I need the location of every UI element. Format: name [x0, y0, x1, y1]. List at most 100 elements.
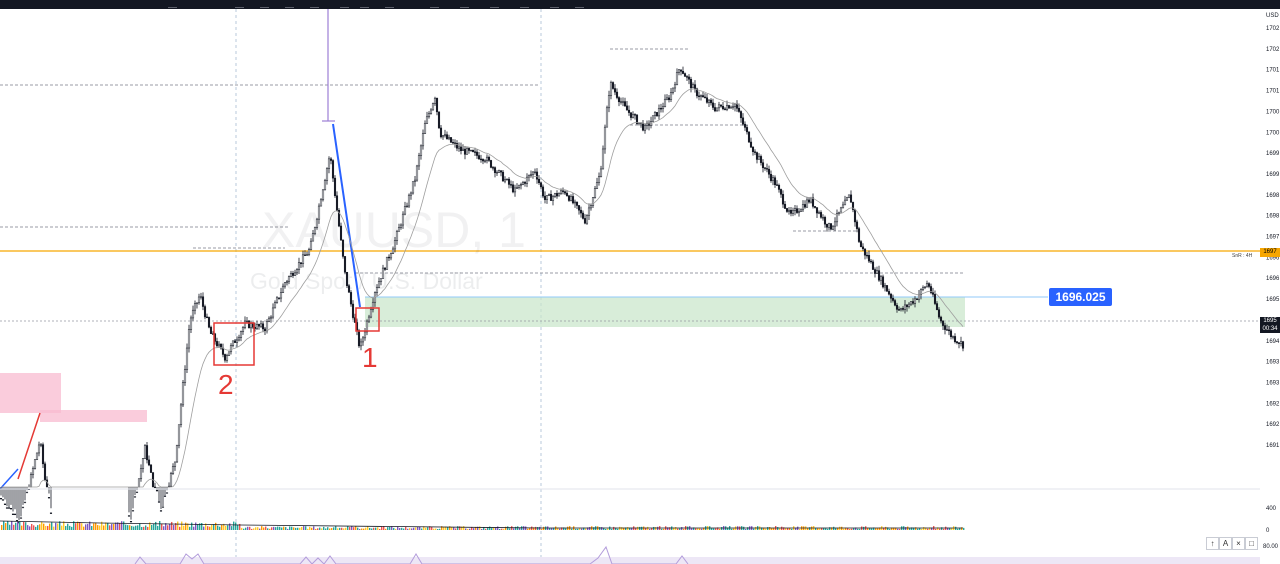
price-axis[interactable]: USD 1702 1702 1701 1701 1700 1700 1699 1699 1698 1…	[1263, 13, 1280, 550]
candle-body	[551, 196, 555, 201]
current-price-tag: 1696.025	[1049, 288, 1112, 306]
candle-body	[915, 298, 919, 300]
candle-body	[631, 114, 635, 118]
candle-body	[545, 195, 549, 200]
volume-bar	[403, 528, 405, 530]
volume-bar	[83, 526, 85, 530]
volume-bar	[543, 526, 545, 530]
volume-bar	[593, 527, 595, 530]
volume-bar	[461, 526, 463, 530]
candle-body	[225, 355, 229, 361]
candle-body	[23, 501, 27, 504]
candle-body	[533, 171, 537, 174]
volume-bar	[639, 526, 641, 530]
candle-body	[861, 246, 865, 250]
volume-bar	[335, 526, 337, 530]
candle-body	[443, 134, 447, 136]
candle-body	[9, 508, 13, 510]
volume-bar	[697, 528, 699, 530]
volume-bar	[435, 528, 437, 530]
toolbar-tool-icon[interactable]	[260, 1, 269, 8]
candle-body	[527, 174, 531, 178]
volume-bar	[565, 528, 567, 530]
toolbar-tool-icon[interactable]	[550, 1, 559, 8]
toolbar-tool-icon[interactable]	[235, 1, 244, 8]
volume-bar	[233, 521, 235, 530]
candle-body	[339, 225, 343, 241]
scroll-up-button[interactable]: ↑	[1206, 537, 1219, 550]
volume-bar	[491, 528, 493, 530]
volume-ma-line	[0, 520, 963, 529]
candle-body	[441, 135, 445, 138]
candle-body	[481, 159, 485, 162]
volume-bar	[785, 528, 787, 530]
candle-body	[751, 146, 755, 152]
volume-bar	[927, 528, 929, 530]
candle-body	[763, 167, 767, 169]
candle-body	[427, 113, 431, 118]
toolbar-tool-icon[interactable]	[385, 1, 394, 8]
volume-bar	[765, 528, 767, 530]
candle-body	[269, 316, 273, 319]
candle-body	[439, 127, 443, 138]
annotations: 12	[213, 307, 380, 400]
candle-body	[311, 233, 315, 242]
volume-bar	[837, 527, 839, 530]
candle-body	[351, 303, 355, 318]
candle-body	[255, 324, 259, 329]
candle-body	[719, 104, 723, 107]
candle-body	[217, 343, 221, 347]
volume-bar	[227, 525, 229, 530]
candle-body	[951, 336, 955, 338]
volume-bar	[105, 522, 107, 530]
toolbar-tool-icon[interactable]	[340, 1, 349, 8]
candle-body	[821, 217, 825, 219]
toolbar-tool-icon[interactable]	[310, 1, 319, 8]
close-pane-button[interactable]: ×	[1232, 537, 1245, 550]
volume-bar	[691, 528, 693, 530]
toolbar-tool-icon[interactable]	[520, 1, 529, 8]
level-price-tag: 1697	[1260, 248, 1280, 257]
candle-body	[781, 194, 785, 205]
auto-scale-button[interactable]: A	[1219, 537, 1232, 550]
candle-body	[131, 510, 135, 512]
toolbar-tool-icon[interactable]	[575, 1, 584, 8]
volume-bar	[339, 527, 341, 530]
candle-body	[739, 111, 743, 119]
volume-bar	[81, 523, 83, 530]
toolbar-tool-icon[interactable]	[430, 1, 439, 8]
currency-label: USD	[1266, 13, 1279, 19]
candle-body	[145, 445, 149, 461]
indicator-line	[134, 545, 689, 564]
candle-body	[197, 296, 201, 304]
candle-body	[647, 122, 651, 126]
maximize-pane-button[interactable]: □	[1245, 537, 1258, 550]
price-tick-label: 1694	[1266, 339, 1280, 345]
volume-bar	[5, 523, 7, 530]
candle-body	[371, 301, 375, 310]
candle-body	[399, 224, 403, 228]
volume-bar	[949, 527, 951, 530]
candle-body	[19, 517, 23, 519]
volume-bar	[693, 527, 695, 530]
volume-bar	[815, 528, 817, 530]
candle-body	[593, 188, 597, 198]
toolbar-tool-icon[interactable]	[490, 1, 499, 8]
candle-body	[137, 478, 141, 488]
volume-bar	[383, 526, 385, 530]
toolbar-tool-icon[interactable]	[360, 1, 369, 8]
price-chart[interactable]: XAUUSD, 1 Gold Spot / U.S. Dollar 12 USD…	[0, 9, 1280, 564]
candle-body	[473, 151, 477, 153]
volume-bar	[495, 527, 497, 530]
candle-body	[791, 210, 795, 214]
toolbar-tool-icon[interactable]	[285, 1, 294, 8]
toolbar-tool-icon[interactable]	[168, 1, 177, 8]
volume-bar	[207, 526, 209, 530]
toolbar-tool-icon[interactable]	[460, 1, 469, 8]
volume-bar	[835, 528, 837, 530]
volume-bar	[437, 528, 439, 530]
volume-bar	[13, 524, 15, 530]
candle-body	[471, 149, 475, 152]
supply-zone	[0, 373, 61, 413]
volume-bar	[629, 527, 631, 530]
